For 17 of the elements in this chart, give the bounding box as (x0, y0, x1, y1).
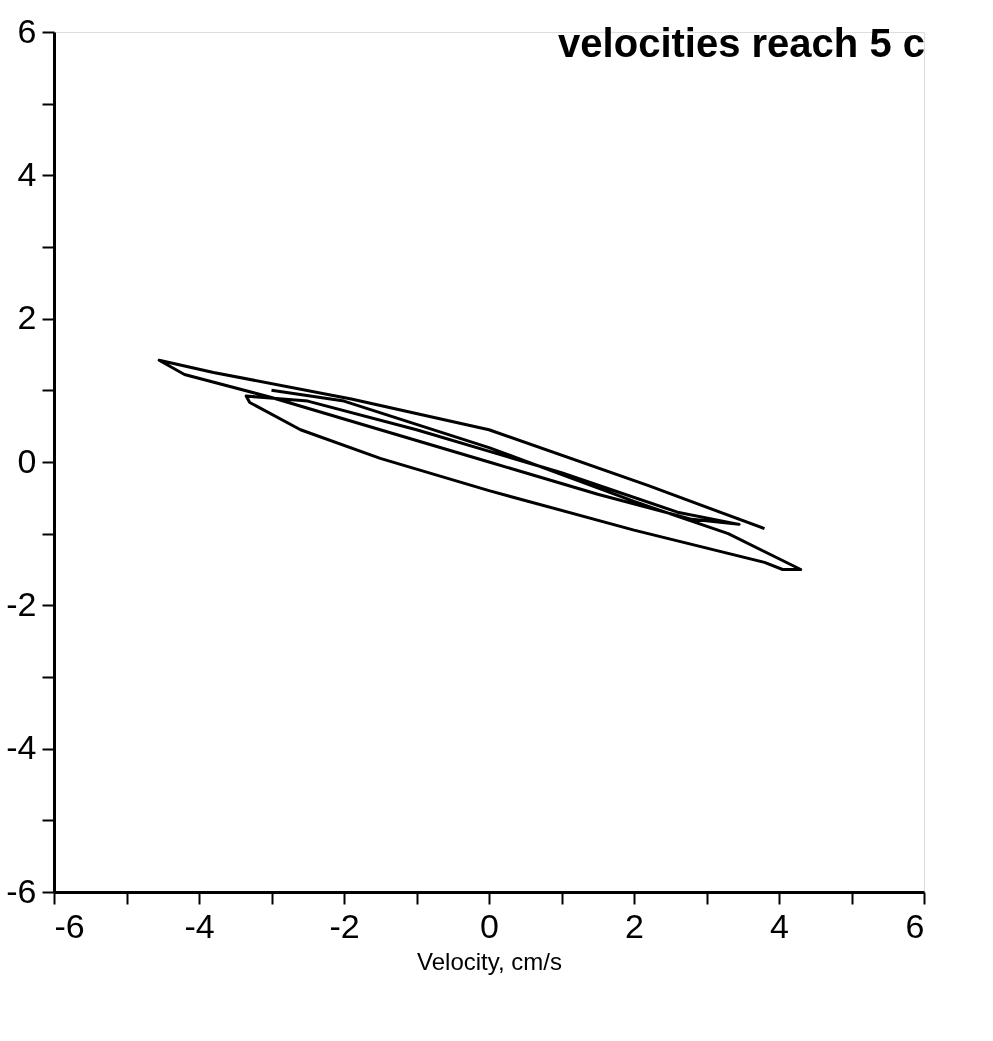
x-axis-title: Velocity, cm/s (417, 947, 562, 975)
y-tick-label: 0 (17, 441, 37, 480)
x-tick-label: -6 (54, 906, 85, 945)
x-tick-label: 4 (770, 906, 789, 945)
chart-title: velocities reach 5 c (558, 21, 925, 65)
line-series (157, 358, 803, 571)
y-tick-label: -4 (6, 728, 37, 767)
y-tick-label: -2 (6, 584, 37, 623)
x-tick-label: -2 (329, 906, 360, 945)
y-tick-label: 4 (17, 154, 37, 193)
x-tick-label: 6 (905, 906, 925, 945)
x-tick-label: -4 (184, 906, 215, 945)
x-tick-label: 0 (480, 906, 499, 945)
y-tick-label: 2 (17, 298, 37, 337)
x-tick-label: 2 (625, 906, 644, 945)
y-tick-label: 6 (17, 11, 37, 50)
y-tick-label: -6 (6, 871, 37, 910)
